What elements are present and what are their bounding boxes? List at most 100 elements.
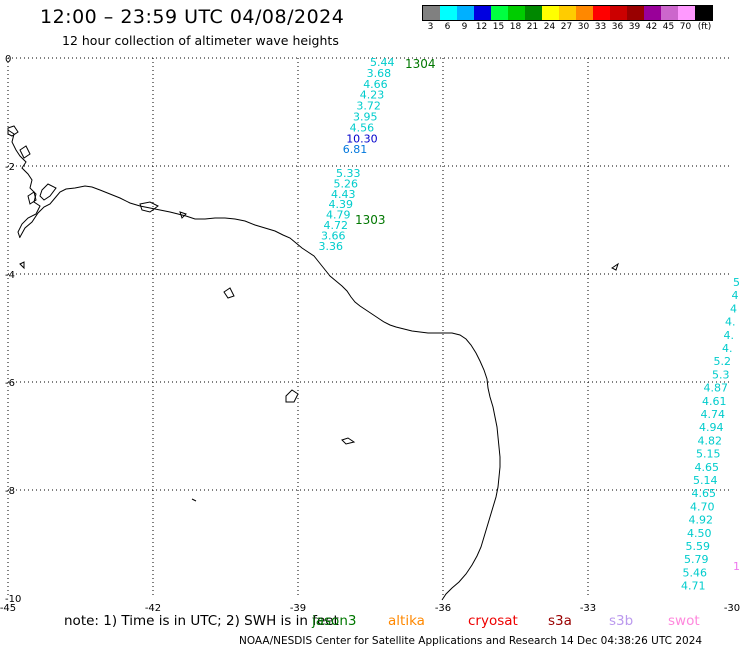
- island-outline: [285, 389, 299, 403]
- units-note: note: 1) Time is in UTC; 2) SWH is in fe…: [64, 613, 339, 629]
- lon-tick-label: -42: [145, 603, 161, 614]
- lon-tick-label: -45: [0, 603, 16, 614]
- colorbar-swatch: [559, 6, 576, 20]
- swh-value: 3.95: [353, 111, 378, 124]
- map-title: 12:00 – 23:59 UTC 04/08/2024: [40, 6, 345, 28]
- swh-value: 4.87: [704, 382, 729, 395]
- swh-value: 3.72: [356, 100, 381, 113]
- swh-value: 4.66: [363, 78, 388, 91]
- colorbar-label: 3: [427, 22, 434, 32]
- swh-value: 4.74: [701, 408, 726, 421]
- colorbar-label: 18: [509, 22, 522, 32]
- swh-value: 4.71: [681, 580, 706, 593]
- island-outline: [19, 261, 25, 270]
- island-outline: [191, 498, 197, 502]
- lon-tick-label: -30: [724, 603, 740, 614]
- swh-value: 4.79: [326, 209, 351, 222]
- island-outline: [179, 211, 187, 219]
- satellite-legend-altika: altika: [388, 613, 425, 629]
- swh-value: 3.36: [319, 240, 344, 253]
- lat-tick-label: -6: [5, 378, 15, 389]
- satellite-legend-jason3: jason3: [312, 613, 357, 629]
- colorbar-swatch: [678, 6, 695, 20]
- swh-value: 6.81: [343, 143, 368, 156]
- swh-value: 4.82: [698, 434, 723, 447]
- island-outline: [139, 201, 159, 213]
- swh-value: 4.: [722, 342, 733, 355]
- colorbar-label: 6: [444, 22, 451, 32]
- island-outline: [7, 125, 19, 137]
- swh-value: 4: [732, 289, 739, 302]
- colorbar-swatch: [644, 6, 661, 20]
- colorbar-swatch: [610, 6, 627, 20]
- swh-value: 4.39: [329, 198, 354, 211]
- swh-value: 5.14: [693, 474, 718, 487]
- axis-tick-labels: -45 -42 -39 -36 -33 -30 0 -2 -4 -6 -8 -10: [0, 54, 740, 614]
- colorbar-swatch: [542, 6, 559, 20]
- swh-value: 3.66: [321, 229, 346, 242]
- satellite-legend-cryosat: cryosat: [468, 613, 518, 629]
- lon-tick-label: -39: [290, 603, 306, 614]
- swh-value: 4.: [724, 329, 735, 342]
- colorbar-swatch: [457, 6, 474, 20]
- colorbar-label: 36: [611, 22, 624, 32]
- swh-value: 5.33: [336, 167, 361, 180]
- lat-lon-grid: [7, 57, 732, 598]
- map-subtitle: 12 hour collection of altimeter wave hei…: [62, 33, 339, 48]
- colorbar-swatch: [508, 6, 525, 20]
- swh-value: 5.15: [696, 448, 721, 461]
- island-outline: [39, 183, 57, 201]
- satellite-legend-swot: swot: [668, 613, 700, 629]
- colorbar-swatch: [695, 6, 712, 20]
- colorbar-swatch: [525, 6, 542, 20]
- pass-label-1304: 1304: [405, 57, 436, 71]
- colorbar-label: 30: [577, 22, 590, 32]
- colorbar-label: 70: [679, 22, 692, 32]
- swh-value: 5.79: [684, 553, 709, 566]
- swh-value: 5.2: [714, 355, 732, 368]
- swh-value: 4.72: [324, 219, 349, 232]
- lon-tick-label: -36: [435, 603, 451, 614]
- swh-value: 5.26: [334, 177, 359, 190]
- swh-value: 5.3: [712, 368, 730, 381]
- colorbar-swatch: [593, 6, 610, 20]
- swh-value: 4.61: [702, 395, 727, 408]
- colorbar-swatch: [440, 6, 457, 20]
- swh-value: 4.50: [687, 527, 712, 540]
- colorbar-swatch: [491, 6, 508, 20]
- colorbar-swatch: [474, 6, 491, 20]
- colorbar-label: 24: [543, 22, 556, 32]
- lat-tick-label: 0: [5, 54, 11, 65]
- swh-value: 4.70: [690, 500, 715, 513]
- colorbar-swatch: [661, 6, 678, 20]
- island-outline: [223, 287, 235, 299]
- satellite-legend-s3a: s3a: [548, 613, 572, 629]
- swh-value: 4.43: [331, 188, 356, 201]
- swh-value: 5.44: [370, 56, 395, 69]
- swh-value: 4.92: [689, 514, 714, 527]
- swh-value: 4.65: [695, 461, 720, 474]
- island-outline: [341, 437, 356, 445]
- colorbar-label: 21: [526, 22, 539, 32]
- swh-value: 10.30: [346, 132, 378, 145]
- colorbar-label: (ft): [697, 22, 712, 32]
- colorbar-swatch: [423, 6, 440, 20]
- swh-value: 4.23: [360, 89, 385, 102]
- colorbar-label: 27: [560, 22, 573, 32]
- mainland-coast: [19, 185, 501, 601]
- lat-tick-label: -2: [5, 162, 15, 173]
- swh-value: 5.46: [683, 566, 708, 579]
- swh-value: 5: [733, 276, 740, 289]
- swot-pass-label: 1: [733, 560, 740, 573]
- colorbar-label: 45: [662, 22, 675, 32]
- lat-tick-label: -4: [5, 270, 15, 281]
- swh-value: 4.56: [350, 121, 375, 134]
- satellite-legend-s3b: s3b: [609, 613, 634, 629]
- swh-value: 4.: [725, 316, 736, 329]
- swh-value: 4: [730, 302, 737, 315]
- northwest-coast: [7, 129, 41, 239]
- island-outline: [27, 191, 37, 205]
- lon-tick-label: -33: [580, 603, 596, 614]
